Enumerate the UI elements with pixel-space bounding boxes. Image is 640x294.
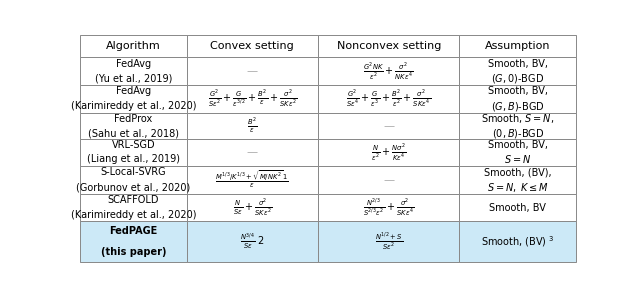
- Text: $\frac{B^2}{\epsilon}$: $\frac{B^2}{\epsilon}$: [247, 117, 257, 135]
- Bar: [187, 221, 318, 262]
- Bar: [187, 166, 318, 194]
- Bar: [460, 221, 576, 262]
- Text: (Karimireddy et al., 2020): (Karimireddy et al., 2020): [70, 210, 196, 220]
- Bar: [80, 113, 187, 139]
- Bar: [460, 57, 576, 85]
- Bar: [318, 139, 460, 166]
- Bar: [318, 85, 460, 113]
- Bar: [80, 57, 187, 85]
- Text: VRL-SGD: VRL-SGD: [111, 140, 155, 150]
- Text: FedPAGE: FedPAGE: [109, 226, 157, 236]
- Bar: [318, 35, 460, 57]
- Bar: [460, 113, 576, 139]
- Bar: [318, 221, 460, 262]
- Bar: [187, 139, 318, 166]
- Text: FedAvg: FedAvg: [116, 59, 151, 69]
- Bar: [187, 57, 318, 85]
- Text: Smooth, BV,: Smooth, BV,: [488, 59, 548, 69]
- Bar: [460, 85, 576, 113]
- Text: (this paper): (this paper): [100, 248, 166, 258]
- Bar: [460, 139, 576, 166]
- Text: S-Local-SVRG: S-Local-SVRG: [100, 167, 166, 177]
- Text: (Sahu et al., 2018): (Sahu et al., 2018): [88, 128, 179, 138]
- Text: $\frac{N^{1/2}+S}{S\epsilon^2}$: $\frac{N^{1/2}+S}{S\epsilon^2}$: [375, 231, 403, 252]
- Text: $(G,B)$-BGD: $(G,B)$-BGD: [491, 100, 545, 113]
- Bar: [80, 194, 187, 221]
- Text: $(G,0)$-BGD: $(G,0)$-BGD: [491, 72, 544, 85]
- Text: $\frac{N^{3/4}}{S\epsilon}$ 2: $\frac{N^{3/4}}{S\epsilon}$ 2: [240, 232, 265, 251]
- Text: Smooth, BV: Smooth, BV: [490, 203, 546, 213]
- Text: Algorithm: Algorithm: [106, 41, 161, 51]
- Text: Convex setting: Convex setting: [211, 41, 294, 51]
- Text: (Karimireddy et al., 2020): (Karimireddy et al., 2020): [70, 101, 196, 111]
- Text: $\frac{G^2NK}{\epsilon^2} + \frac{\sigma^2}{NK\epsilon^4}$: $\frac{G^2NK}{\epsilon^2} + \frac{\sigma…: [364, 61, 414, 82]
- Text: FedAvg: FedAvg: [116, 86, 151, 96]
- Text: —: —: [247, 66, 258, 76]
- Bar: [187, 194, 318, 221]
- Text: Nonconvex setting: Nonconvex setting: [337, 41, 441, 51]
- Bar: [460, 166, 576, 194]
- Text: (Yu et al., 2019): (Yu et al., 2019): [95, 74, 172, 84]
- Text: —: —: [383, 121, 394, 131]
- Bar: [80, 139, 187, 166]
- Text: $S=N,\; K\leq M$: $S=N,\; K\leq M$: [487, 181, 548, 194]
- Text: $\frac{G^2}{S\epsilon^4} + \frac{G}{\epsilon^3} + \frac{B^2}{\epsilon^2} + \frac: $\frac{G^2}{S\epsilon^4} + \frac{G}{\eps…: [346, 88, 431, 109]
- Text: (Gorbunov et al., 2020): (Gorbunov et al., 2020): [76, 182, 191, 192]
- Text: Smooth, $S = N$,: Smooth, $S = N$,: [481, 112, 554, 125]
- Bar: [80, 166, 187, 194]
- Text: $\frac{G^2}{S\epsilon^2} + \frac{G}{\epsilon^{3/2}} + \frac{B^2}{\epsilon} + \fr: $\frac{G^2}{S\epsilon^2} + \frac{G}{\eps…: [207, 88, 297, 109]
- Bar: [80, 221, 187, 262]
- Text: Assumption: Assumption: [485, 41, 550, 51]
- Bar: [318, 194, 460, 221]
- Bar: [187, 85, 318, 113]
- Bar: [187, 113, 318, 139]
- Text: Smooth, BV,: Smooth, BV,: [488, 86, 548, 96]
- Bar: [80, 85, 187, 113]
- Text: $\frac{N}{S\epsilon} + \frac{\sigma^2}{SK\epsilon^2}$: $\frac{N}{S\epsilon} + \frac{\sigma^2}{S…: [233, 197, 272, 218]
- Text: FedProx: FedProx: [114, 114, 152, 124]
- Text: Smooth, (BV) $^3$: Smooth, (BV) $^3$: [481, 234, 555, 249]
- Text: $\frac{N}{\epsilon^2} + \frac{N\sigma^2}{K\epsilon^4}$: $\frac{N}{\epsilon^2} + \frac{N\sigma^2}…: [371, 142, 406, 163]
- Bar: [187, 35, 318, 57]
- Bar: [318, 166, 460, 194]
- Bar: [460, 194, 576, 221]
- Text: $S = N$: $S = N$: [504, 153, 531, 166]
- Text: (Liang et al., 2019): (Liang et al., 2019): [87, 155, 180, 165]
- Text: $\frac{M^{1/3}/K^{1/3}+\sqrt{M/NK^2}\,1}{\epsilon}$: $\frac{M^{1/3}/K^{1/3}+\sqrt{M/NK^2}\,1}…: [216, 169, 289, 191]
- Text: —: —: [383, 175, 394, 185]
- Bar: [460, 35, 576, 57]
- Text: Smooth, BV,: Smooth, BV,: [488, 140, 548, 150]
- Text: $\frac{N^{2/3}}{S^{2/3}\epsilon^2} + \frac{\sigma^2}{SK\epsilon^4}$: $\frac{N^{2/3}}{S^{2/3}\epsilon^2} + \fr…: [363, 197, 415, 218]
- Text: $(0,B)$-BGD: $(0,B)$-BGD: [492, 127, 544, 140]
- Text: Smooth, (BV),: Smooth, (BV),: [484, 167, 552, 177]
- Bar: [80, 35, 187, 57]
- Bar: [318, 113, 460, 139]
- Bar: [318, 57, 460, 85]
- Text: SCAFFOLD: SCAFFOLD: [108, 195, 159, 205]
- Text: —: —: [247, 147, 258, 157]
